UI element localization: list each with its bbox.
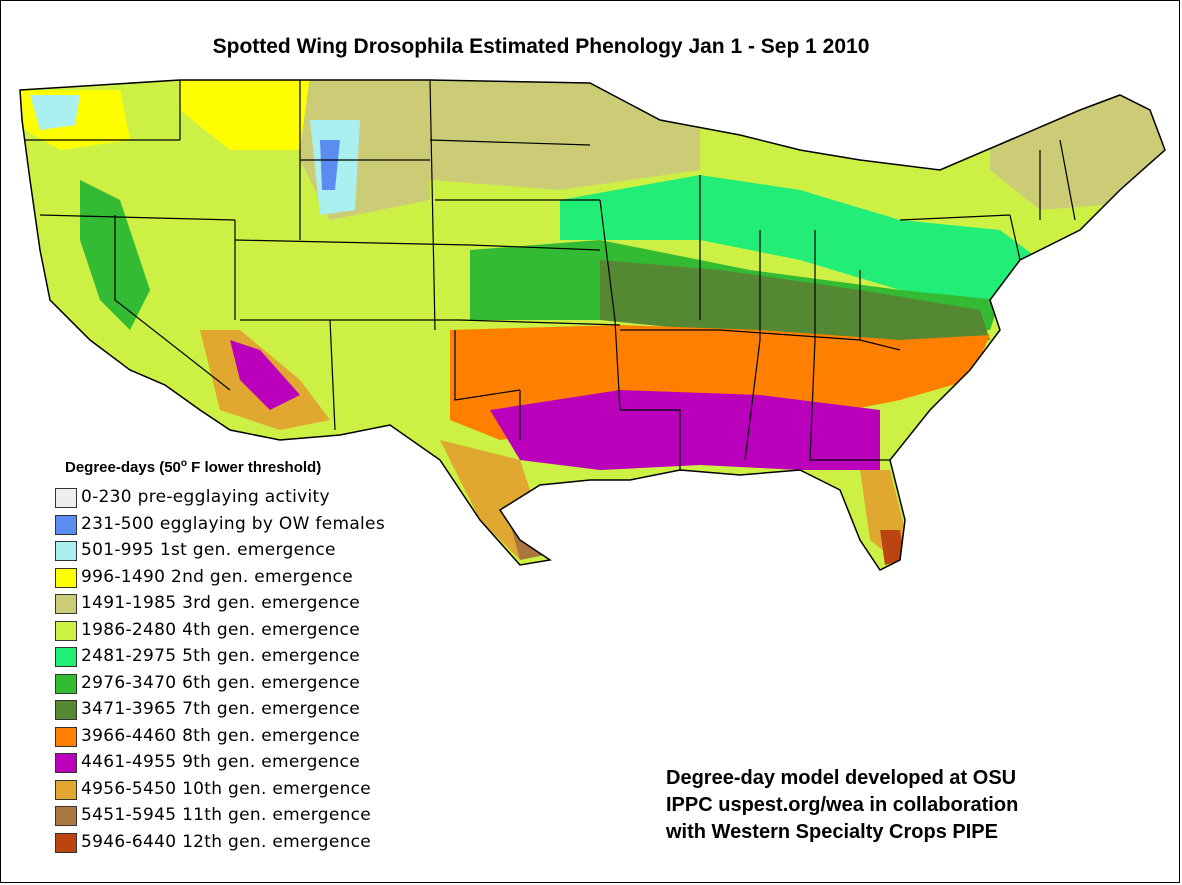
legend-swatch [55, 806, 77, 826]
legend-swatch [55, 541, 77, 561]
credits-line-2: IPPC uspest.org/wea in collaboration [666, 794, 1019, 816]
legend-label: 1491-1985 3rd gen. emergence [81, 593, 360, 613]
zone-9th-gen-desert [230, 340, 300, 410]
credits: Degree-day model developed at OSU IPPC u… [666, 765, 1018, 846]
legend-label: 0-230 pre-egglaying activity [81, 487, 330, 507]
zone-2nd-gen-idaho [180, 80, 310, 150]
legend-swatch [55, 594, 77, 614]
legend-label: 3966-4460 8th gen. emergence [81, 725, 360, 746]
legend-swatch [55, 726, 77, 747]
legend-swatch [55, 779, 77, 800]
map-title: Spotted Wing Drosophila Estimated Phenol… [212, 35, 870, 58]
zone-1st-gen-cascades [30, 95, 80, 130]
legend-label: 4461-4955 9th gen. emergence [81, 752, 360, 772]
zone-9th-gen [490, 390, 880, 470]
legend-swatch [55, 647, 77, 667]
legend-swatch [55, 673, 77, 694]
zone-12th-gen-florida [880, 530, 905, 565]
legend-label: 2976-3470 6th gen. emergence [81, 672, 360, 693]
legend-label: 1986-2480 4th gen. emergence [81, 619, 360, 640]
legend-label: 5451-5945 11th gen. emergence [81, 805, 372, 825]
state-boundaries [19, 79, 1166, 571]
legend-swatch [55, 700, 77, 720]
legend-label: 4956-5450 10th gen. emergence [81, 778, 372, 799]
legend-label: 501-995 1st gen. emergence [81, 540, 336, 560]
legend-swatch [55, 620, 77, 641]
zone-7th-gen [600, 260, 990, 345]
zone-egglaying-high-peaks [320, 140, 340, 190]
zone-3rd-gen-north-plains [430, 80, 700, 190]
legend-label: 231-500 egglaying by OW females [81, 513, 385, 534]
zone-5th-gen [560, 175, 1040, 300]
legend-label: 996-1490 2nd gen. emergence [81, 566, 353, 587]
legend-label: 3471-3965 7th gen. emergence [81, 699, 360, 719]
legend-swatch [55, 832, 77, 853]
legend-swatch [55, 753, 77, 773]
legend-swatch [55, 514, 77, 535]
legend-label: 5946-6440 12th gen. emergence [81, 831, 372, 852]
credits-line-1: Degree-day model developed at OSU [666, 767, 1017, 789]
legend-title: Degree-days (50o F lower threshold) [65, 458, 322, 476]
legend-swatch [55, 567, 77, 588]
legend-label: 2481-2975 5th gen. emergence [81, 646, 360, 666]
credits-line-3: with Western Specialty Crops PIPE [666, 821, 998, 843]
legend-swatch [55, 488, 77, 508]
